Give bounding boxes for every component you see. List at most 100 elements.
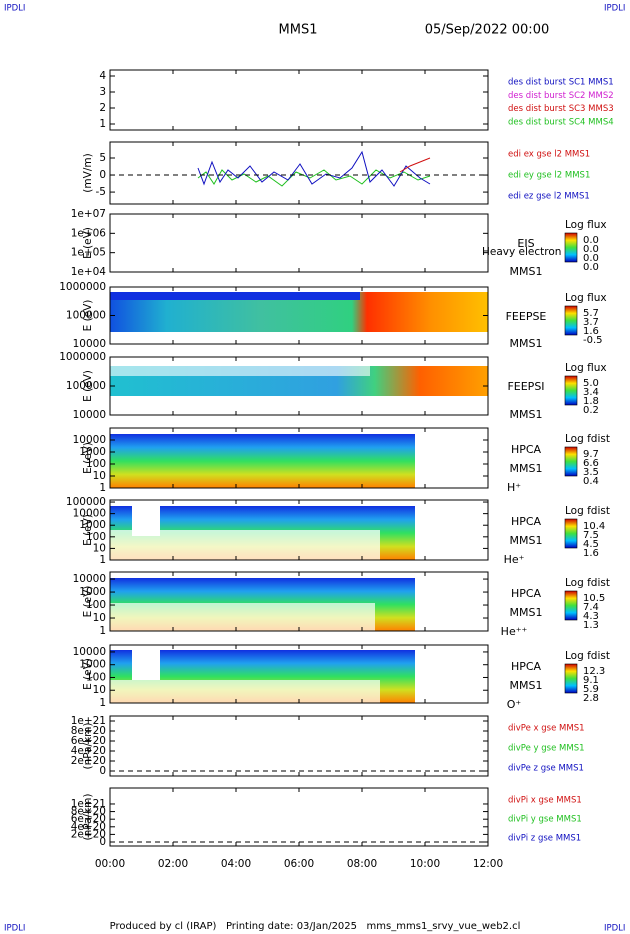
y-tick-label: 1e+05 bbox=[71, 247, 106, 259]
colorbar-label: 10.5 bbox=[583, 593, 605, 604]
colorbar bbox=[564, 663, 578, 694]
legend-entry: divPi y gse MMS1 bbox=[508, 815, 582, 825]
colorbar-label: 12.3 bbox=[583, 666, 605, 677]
legend-entry: edi ez gse l2 MMS1 bbox=[508, 192, 590, 202]
colorbar-label: 7.5 bbox=[583, 530, 599, 541]
panel-label: FEEPSE bbox=[506, 310, 547, 323]
y-tick-label: 100 bbox=[86, 599, 106, 611]
colorbar-label: 1.6 bbox=[583, 548, 599, 559]
colorbar bbox=[564, 305, 578, 336]
colorbar-label: 0.2 bbox=[583, 405, 599, 416]
x-tick-label: 06:00 bbox=[284, 858, 314, 870]
y-tick-label: 1e+04 bbox=[71, 266, 107, 278]
legend-entry: des dist burst SC1 MMS1 bbox=[508, 78, 614, 88]
colorbar-label: 4.3 bbox=[583, 611, 599, 622]
y-axis-label: E (eV) bbox=[82, 658, 94, 690]
y-tick-label: 1000 bbox=[79, 659, 106, 671]
y-tick-label: 1 bbox=[99, 554, 106, 566]
colorbar-label: -0.5 bbox=[583, 335, 603, 346]
x-tick-label: 10:00 bbox=[410, 858, 440, 870]
y-tick-label: 1 bbox=[99, 697, 106, 709]
colorbar bbox=[564, 590, 578, 621]
colorbar bbox=[564, 518, 578, 549]
y-tick-label: 100000 bbox=[66, 310, 106, 322]
legend-entry: des dist burst SC2 MMS2 bbox=[508, 91, 614, 101]
legend-entry: divPi x gse MMS1 bbox=[508, 796, 582, 806]
colorbar-label: 0.0 bbox=[583, 262, 599, 273]
y-tick-label: 2e+20 bbox=[71, 828, 106, 840]
y-tick-label: 5 bbox=[99, 152, 106, 164]
corner-label: IPDLI bbox=[4, 924, 25, 934]
colorbar bbox=[564, 232, 578, 263]
y-tick-label: 10 bbox=[93, 542, 106, 554]
y-tick-label: 1000 bbox=[79, 519, 106, 531]
y-tick-label: 0 bbox=[99, 836, 106, 848]
corner-label: IPDLI bbox=[604, 924, 625, 934]
panel-label: FEEPSI bbox=[507, 380, 544, 393]
colorbar-label: 0.0 bbox=[583, 235, 599, 246]
y-tick-label: 8e+20 bbox=[71, 725, 106, 737]
colorbar-title: Log fdist bbox=[565, 433, 610, 445]
date-title: 05/Sep/2022 00:00 bbox=[425, 23, 549, 38]
footer: Produced by cl (IRAP) Printing date: 03/… bbox=[110, 921, 521, 932]
y-tick-label: 6e+20 bbox=[71, 813, 106, 825]
panel-label: HPCA bbox=[511, 660, 542, 673]
panel-label: MMS1 bbox=[510, 462, 543, 475]
y-tick-label: 100 bbox=[86, 671, 106, 683]
panel-label: MMS1 bbox=[510, 265, 543, 278]
panel-label: H⁺ bbox=[507, 481, 521, 494]
y-tick-label: 4e+20 bbox=[71, 745, 106, 757]
panel-label: MMS1 bbox=[510, 606, 543, 619]
colorbar-label: 1.8 bbox=[583, 396, 599, 407]
y-axis-label: (mV/m) bbox=[82, 153, 94, 192]
y-axis-label: (nPa/km) bbox=[82, 794, 94, 841]
legend-entry: divPe z gse MMS1 bbox=[508, 764, 584, 774]
y-tick-label: 100000 bbox=[66, 380, 106, 392]
colorbar-label: 4.5 bbox=[583, 539, 599, 550]
x-tick-label: 12:00 bbox=[473, 858, 503, 870]
legend-entry: des dist burst SC4 MMS4 bbox=[508, 118, 614, 128]
y-axis-label: E (eV) bbox=[82, 442, 94, 474]
corner-label: IPDLI bbox=[604, 4, 625, 14]
colorbar-label: 6.6 bbox=[583, 458, 599, 469]
y-tick-label: -5 bbox=[96, 186, 106, 198]
colorbar-label: 7.4 bbox=[583, 602, 599, 613]
panel-label: MMS1 bbox=[510, 679, 543, 692]
y-tick-label: 1e+21 bbox=[71, 798, 106, 810]
y-tick-label: 1000000 bbox=[59, 351, 106, 363]
y-tick-label: 100000 bbox=[66, 496, 106, 508]
y-tick-label: 1000000 bbox=[59, 281, 106, 293]
colorbar-label: 9.7 bbox=[583, 449, 599, 460]
y-tick-label: 10000 bbox=[73, 409, 106, 421]
y-tick-label: 10000 bbox=[73, 573, 106, 585]
legend-entry: divPe x gse MMS1 bbox=[508, 724, 585, 734]
panel-label: HPCA bbox=[511, 515, 542, 528]
mission-title: MMS1 bbox=[279, 23, 318, 38]
legend-entry: divPi z gse MMS1 bbox=[508, 834, 581, 844]
colorbar-label: 3.7 bbox=[583, 317, 599, 328]
y-axis-label: E (eV) bbox=[82, 514, 94, 546]
y-tick-label: 2 bbox=[99, 102, 106, 114]
y-axis-label: (nPa/km) bbox=[82, 723, 94, 770]
colorbar-title: Log flux bbox=[565, 362, 607, 374]
y-tick-label: 10000 bbox=[73, 338, 106, 350]
y-tick-label: 10 bbox=[93, 612, 106, 624]
colorbar bbox=[564, 446, 578, 477]
panel-label: He⁺ bbox=[504, 553, 525, 566]
colorbar-label: 0.0 bbox=[583, 244, 599, 255]
y-tick-label: 4e+20 bbox=[71, 821, 106, 833]
x-tick-label: 04:00 bbox=[221, 858, 251, 870]
y-tick-label: 2e+20 bbox=[71, 755, 106, 767]
panel-label: MMS1 bbox=[510, 337, 543, 350]
y-axis-label: E (eV) bbox=[82, 227, 94, 259]
colorbar-label: 3.4 bbox=[583, 387, 599, 398]
y-axis-label: E (eV) bbox=[82, 370, 94, 402]
y-tick-label: 0 bbox=[99, 765, 106, 777]
y-tick-label: 1e+06 bbox=[71, 227, 107, 239]
colorbar-title: Log flux bbox=[565, 219, 607, 231]
colorbar-label: 0.4 bbox=[583, 476, 599, 487]
y-tick-label: 100 bbox=[86, 458, 106, 470]
y-tick-label: 4 bbox=[99, 70, 106, 82]
panel-label: EIS bbox=[517, 237, 534, 250]
colorbar-label: 1.3 bbox=[583, 620, 599, 631]
